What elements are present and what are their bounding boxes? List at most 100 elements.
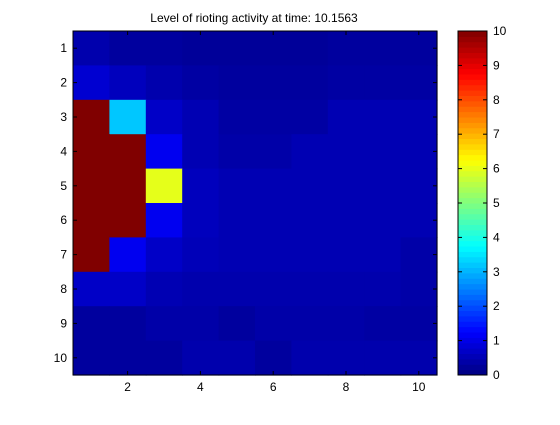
heatmap-cell-r8-c3 — [145, 271, 183, 307]
heatmap-cell-r5-c9 — [364, 168, 402, 204]
heatmap-cell-r9-c2 — [109, 306, 147, 342]
colorbar-segment — [458, 127, 487, 134]
heatmap-cell-r9-c7 — [291, 306, 329, 342]
colorbar-segment — [458, 36, 487, 43]
heatmap-cell-r2-c6 — [255, 65, 292, 101]
colorbar-segment — [458, 192, 487, 199]
colorbar-segment — [458, 41, 487, 48]
heatmap-cell-r6-c7 — [291, 203, 329, 238]
heatmap-cell-r6-c6 — [255, 203, 292, 238]
colorbar: 0 1 2 3 4 5 6 7 8 9 10 — [457, 24, 507, 382]
heatmap-cell-r9-c4 — [182, 306, 220, 342]
heatmap-cell-r5-c7 — [291, 168, 329, 204]
colorbar-segment — [458, 203, 487, 209]
y-tick-label: 1 — [60, 41, 67, 55]
heatmap-cell-r5-c10 — [400, 168, 438, 204]
colorbar-segment — [458, 133, 487, 140]
colorbar-segment — [458, 353, 487, 360]
heatmap-cell-r6-c9 — [364, 203, 402, 238]
colorbar-segment — [458, 251, 487, 258]
heatmap-cell-r1-c2 — [109, 31, 147, 66]
colorbar-segment — [458, 84, 487, 91]
colorbar-segment — [458, 283, 487, 290]
y-tick-label: 8 — [60, 282, 67, 296]
x-tick-label: 4 — [197, 380, 204, 394]
heatmap-cell-r2-c4 — [182, 65, 220, 101]
heatmap-cell-r9-c1 — [73, 306, 110, 342]
heatmap-cell-r7-c7 — [291, 237, 329, 273]
chart-title: Level of rioting activity at time: 10.15… — [150, 11, 358, 25]
heatmap-cell-r6-c5 — [218, 203, 256, 238]
heatmap-cell-r2-c10 — [400, 65, 438, 101]
colorbar-segment — [458, 337, 487, 344]
heatmap-cell-r4-c6 — [255, 134, 292, 170]
heatmap-cell-r1-c7 — [291, 31, 329, 66]
heatmap-cell-r4-c7 — [291, 134, 329, 170]
y-tick-label: 9 — [60, 316, 67, 330]
heatmap-cell-r2-c3 — [145, 65, 183, 101]
axis-ticks: 1 2 3 4 5 6 7 8 9 10 2 4 6 8 10 — [54, 31, 437, 394]
heatmap-cell-r3-c8 — [327, 99, 365, 135]
heatmap-cell-r2-c2 — [109, 65, 147, 101]
colorbar-segment — [458, 299, 487, 306]
colorbar-segment — [458, 74, 487, 80]
colorbar-segment — [458, 111, 487, 118]
heatmap-cell-r4-c4 — [182, 134, 220, 170]
colorbar-segment — [458, 364, 487, 371]
colorbar-segment — [458, 31, 487, 37]
heatmap-cell-r5-c4 — [182, 168, 220, 204]
heatmap-cell-r2-c7 — [291, 65, 329, 101]
colorbar-segment — [458, 181, 487, 188]
colorbar-segment — [458, 95, 487, 102]
heatmap-cell-r8-c1 — [73, 271, 110, 307]
colorbar-tick-label: 7 — [493, 127, 500, 141]
y-tick-label: 4 — [60, 144, 67, 158]
heatmap-cell-r10-c8 — [327, 340, 365, 376]
heatmap-cell-r7-c6 — [255, 237, 292, 273]
heatmap-cell-r7-c8 — [327, 237, 365, 273]
colorbar-segment — [458, 122, 487, 129]
heatmap-cell-r3-c10 — [400, 99, 438, 135]
heatmap-cell-r5-c8 — [327, 168, 365, 204]
heatmap-cell-r7-c1 — [73, 237, 110, 273]
heatmap-cell-r8-c8 — [327, 271, 365, 307]
y-tick-label: 5 — [60, 179, 67, 193]
heatmap-cell-r10-c7 — [291, 340, 329, 376]
heatmap-cell-r10-c1 — [73, 340, 110, 376]
heatmap-cell-r3-c4 — [182, 99, 220, 135]
heatmap-cell-r7-c3 — [145, 237, 183, 273]
heatmap-cells — [72, 30, 438, 376]
heatmap-cell-r8-c6 — [255, 271, 292, 307]
colorbar-segment — [458, 208, 487, 215]
colorbar-tick-label: 2 — [493, 299, 500, 313]
colorbar-segment — [458, 170, 487, 177]
colorbar-segment — [458, 229, 487, 236]
colorbar-segment — [458, 52, 487, 59]
colorbar-segment — [458, 256, 487, 263]
colorbar-segment — [458, 342, 487, 349]
colorbar-segment — [458, 267, 487, 274]
heatmap-cell-r1-c1 — [73, 31, 110, 66]
heatmap-cell-r10-c9 — [364, 340, 402, 376]
colorbar-segment — [458, 278, 487, 285]
heatmap-cell-r7-c9 — [364, 237, 402, 273]
heatmap-cell-r5-c2 — [109, 168, 147, 204]
heatmap-cell-r4-c1 — [73, 134, 110, 170]
colorbar-segment — [458, 149, 487, 156]
heatmap-cell-r1-c9 — [364, 31, 402, 66]
heatmap-cell-r1-c4 — [182, 31, 220, 66]
colorbar-segment — [458, 310, 487, 317]
colorbar-tick-label: 6 — [493, 162, 500, 176]
heatmap-cell-r8-c5 — [218, 271, 256, 307]
colorbar-segment — [458, 165, 487, 172]
heatmap-cell-r1-c10 — [400, 31, 438, 66]
heatmap-cell-r8-c7 — [291, 271, 329, 307]
plot-frame — [72, 30, 438, 376]
colorbar-segment — [458, 272, 487, 279]
colorbar-segment — [458, 369, 487, 376]
colorbar-segment — [458, 240, 487, 247]
colorbar-segment — [458, 235, 487, 242]
colorbar-segment — [458, 246, 487, 252]
heatmap-cell-r2-c1 — [73, 65, 110, 101]
